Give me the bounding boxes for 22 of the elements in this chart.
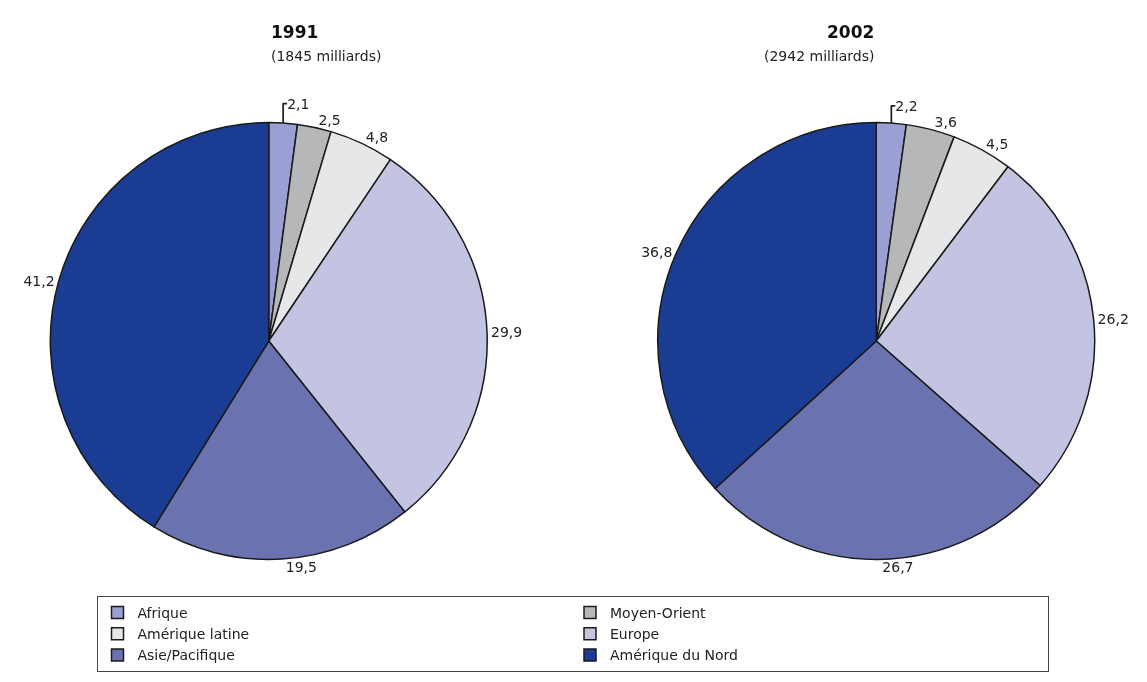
data-label: 41,2 bbox=[23, 272, 55, 289]
data-label: 19,5 bbox=[285, 559, 317, 576]
data-label: 36,8 bbox=[641, 243, 673, 260]
legend-label: Amérique du Nord bbox=[610, 647, 738, 664]
chart-title: 1991 bbox=[271, 22, 319, 42]
legend-label: Asie/Pacifique bbox=[137, 647, 235, 664]
chart-title: 2002 bbox=[827, 22, 875, 42]
legend-label: Afrique bbox=[137, 605, 188, 622]
data-label: 4,5 bbox=[986, 135, 1009, 152]
legend-label: Europe bbox=[610, 626, 660, 643]
data-label: 2,2 bbox=[895, 97, 918, 114]
data-label: 29,9 bbox=[491, 324, 523, 341]
data-label: 3,6 bbox=[934, 113, 957, 130]
chart-subtitle: (1845 milliards) bbox=[271, 48, 382, 64]
legend-label: Moyen-Orient bbox=[610, 605, 707, 622]
data-label: 26,7 bbox=[882, 559, 914, 576]
data-label: 26,2 bbox=[1097, 310, 1129, 327]
legend-label: Amérique latine bbox=[137, 626, 250, 643]
data-label: 2,5 bbox=[318, 111, 341, 128]
chart-subtitle: (2942 milliards) bbox=[764, 48, 875, 64]
data-label: 2,1 bbox=[287, 95, 310, 112]
data-label: 4,8 bbox=[365, 128, 389, 145]
